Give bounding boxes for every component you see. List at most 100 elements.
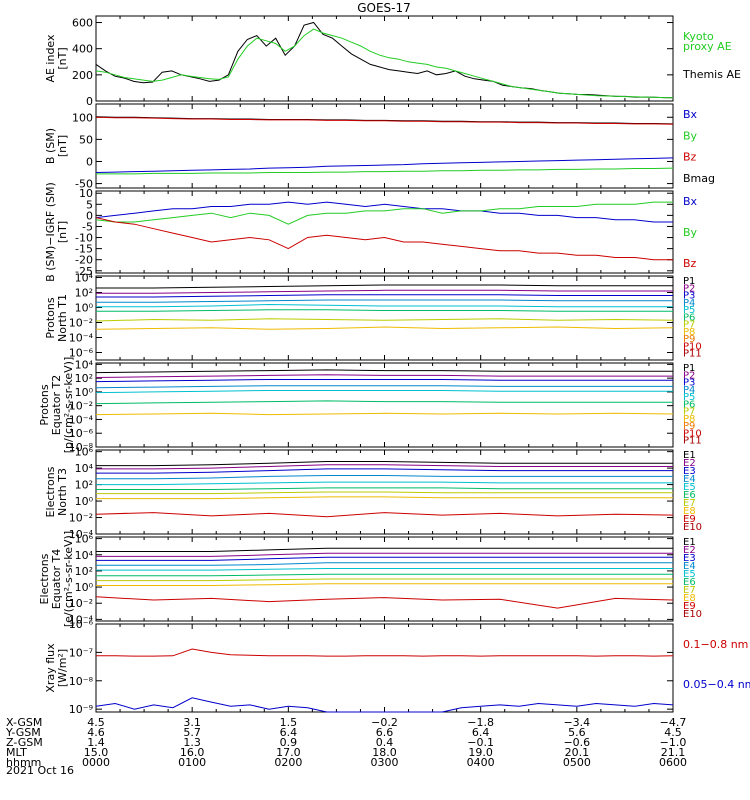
legend-en-3: E4 xyxy=(683,474,696,485)
legend-en-9: E10 xyxy=(683,522,702,533)
footer-value: 6.6 xyxy=(376,726,394,739)
date-label: 2021 Oct 16 xyxy=(6,764,74,777)
legend-pn-7: P8 xyxy=(683,327,695,338)
series-bigrf-bx xyxy=(95,201,673,223)
y-axis-label: Protons xyxy=(38,384,51,425)
footer-value: −0.1 xyxy=(467,736,494,749)
series-en-e7 xyxy=(96,491,673,495)
series-pn-p3 xyxy=(96,294,673,298)
footer-value: 0600 xyxy=(659,756,687,769)
y-axis-label: Protons xyxy=(44,297,57,338)
series-bigrf-bz xyxy=(95,217,673,261)
legend-xray-1: 0.05−0.4 nm xyxy=(683,678,750,691)
legend-pe-3: P4 xyxy=(683,385,695,396)
y-tick-label: -15 xyxy=(75,243,93,256)
y-axis-label: Electrons xyxy=(44,466,57,517)
legend-pn-9: P10 xyxy=(683,341,702,352)
footer-value: 0100 xyxy=(178,756,206,769)
y-axis-label: [nT] xyxy=(56,135,69,157)
series-pn-p2 xyxy=(96,289,673,294)
y-tick-label: 10⁻⁶ xyxy=(69,618,94,631)
series-en-e3 xyxy=(96,468,673,474)
legend-pn-2: P3 xyxy=(683,291,695,302)
footer-value: −0.2 xyxy=(371,716,398,729)
legend-pe-0: P1 xyxy=(683,363,695,374)
y-tick-label: 10⁻⁶ xyxy=(69,427,94,440)
series-xray-0-1-0-8-nm xyxy=(96,648,674,657)
legend-pe-1: P2 xyxy=(683,370,695,381)
series-en-e5 xyxy=(96,481,673,486)
y-axis-label: Equator T2 xyxy=(50,375,63,435)
footer-row-label: hhmm xyxy=(6,756,41,769)
footer-value: −1.8 xyxy=(467,716,494,729)
y-tick-label: 10⁻² xyxy=(69,317,93,330)
footer-row-label: Z-GSM xyxy=(6,736,43,749)
y-tick-label: 10⁴ xyxy=(75,462,94,475)
y-tick-label: -25 xyxy=(75,265,93,278)
y-axis-label: [nT] xyxy=(56,221,69,243)
legend-ae-1: proxy AE xyxy=(683,40,732,53)
footer-value: 20.1 xyxy=(565,746,590,759)
y-tick-label: 10⁴ xyxy=(75,272,94,285)
legend-ae-0: Kyoto xyxy=(683,30,714,43)
y-tick-label: 10⁻⁷ xyxy=(69,646,93,659)
footer-value: −3.4 xyxy=(563,716,590,729)
footer-value: −4.7 xyxy=(660,716,687,729)
y-tick-label: 10⁶ xyxy=(75,533,94,546)
footer-value: 0.4 xyxy=(376,736,394,749)
legend-pe-2: P3 xyxy=(683,378,695,389)
footer-value: 0400 xyxy=(467,756,495,769)
footer-value: 21.1 xyxy=(661,746,686,759)
series-ee-e2 xyxy=(96,552,673,557)
legend-pn-10: P11 xyxy=(683,349,702,360)
series-pn-p5 xyxy=(96,303,673,308)
y-tick-label: 10⁰ xyxy=(75,302,94,315)
legend-ee-2: E3 xyxy=(683,553,696,564)
legend-bsm-3: Bmag xyxy=(683,172,715,185)
y-tick-label: 10 xyxy=(79,187,93,200)
y-tick-label: 5 xyxy=(86,198,93,211)
y-tick-label: 0 xyxy=(86,155,93,168)
panel-frame-xray xyxy=(95,623,674,713)
series-ee-e8 xyxy=(96,583,673,586)
legend-en-2: E3 xyxy=(683,466,696,477)
y-tick-label: 400 xyxy=(72,43,93,56)
y-tick-label: 10⁻⁴ xyxy=(69,332,94,345)
footer-value: 0300 xyxy=(371,756,399,769)
legend-en-4: E5 xyxy=(683,482,696,493)
y-tick-label: 10² xyxy=(75,287,93,300)
y-tick-label: 10⁻⁴ xyxy=(69,528,94,541)
legend-pn-3: P4 xyxy=(683,298,695,309)
y-tick-label: -50 xyxy=(75,178,93,191)
y-axis-label: [nT] xyxy=(56,47,69,69)
legend-ee-7: E8 xyxy=(683,593,696,604)
legend-en-5: E6 xyxy=(683,490,696,501)
footer-value: 4.6 xyxy=(87,726,105,739)
series-en-e8 xyxy=(96,496,673,500)
y-tick-label: 10⁻² xyxy=(69,512,93,525)
legend-pn-4: P5 xyxy=(683,305,695,316)
y-tick-label: 100 xyxy=(72,111,93,124)
footer-value: 17.0 xyxy=(276,746,301,759)
series-bigrf-by xyxy=(95,201,673,225)
series-bsm-bx xyxy=(95,157,674,173)
legend-xray-0: 0.1−0.8 nm xyxy=(683,638,748,651)
legend-ee-1: E2 xyxy=(683,545,696,556)
y-tick-label: 10⁻⁴ xyxy=(69,613,94,626)
y-tick-label: 10⁻⁴ xyxy=(69,413,94,426)
y-tick-label: 10⁻² xyxy=(69,597,93,610)
series-ee-e6 xyxy=(96,573,673,577)
footer-value: 1.3 xyxy=(183,736,201,749)
series-pe-p8 xyxy=(95,412,674,416)
series-pe-p6 xyxy=(95,400,673,405)
y-axis-label: Equator T4 xyxy=(50,549,63,609)
series-bsm-bz xyxy=(95,116,674,125)
legend-pe-8: P9 xyxy=(683,421,695,432)
legend-pe-4: P5 xyxy=(683,392,695,403)
y-tick-label: 10² xyxy=(75,372,93,385)
legend-bigrf-1: By xyxy=(683,226,698,239)
legend-pn-1: P2 xyxy=(683,283,695,294)
y-tick-label: 10⁰ xyxy=(75,581,94,594)
series-ee-e1 xyxy=(96,547,673,552)
